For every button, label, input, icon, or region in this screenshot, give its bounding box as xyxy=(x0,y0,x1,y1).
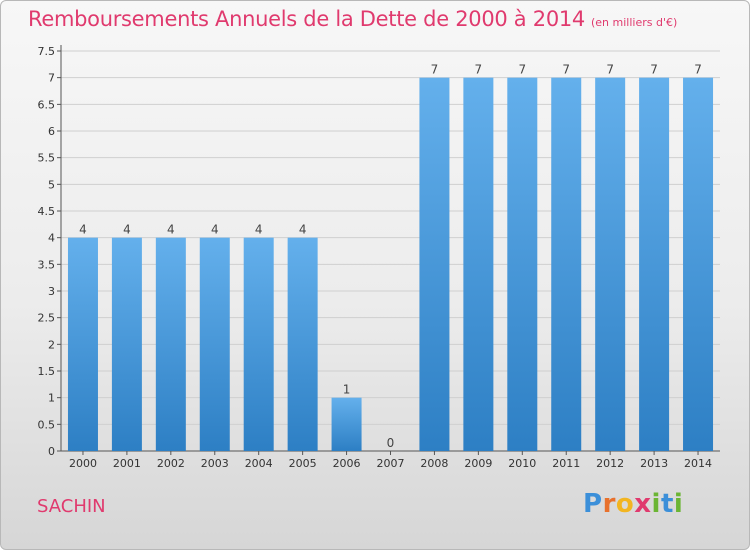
x-tick-label: 2000 xyxy=(69,457,97,470)
chart-title: Remboursements Annuels de la Dette de 20… xyxy=(28,7,677,31)
y-tick-label: 7 xyxy=(48,72,55,85)
data-label: 7 xyxy=(650,63,658,77)
bar xyxy=(243,237,274,451)
x-tick-label: 2011 xyxy=(552,457,580,470)
brand-letter: o xyxy=(615,489,635,519)
y-tick-label: 4 xyxy=(48,232,55,245)
data-label: 4 xyxy=(167,223,175,237)
x-tick-label: 2005 xyxy=(289,457,317,470)
chart-title-text: Remboursements Annuels de la Dette de 20… xyxy=(28,7,585,31)
data-label: 7 xyxy=(694,63,702,77)
bar xyxy=(199,237,230,451)
y-tick-label: 1 xyxy=(48,392,55,405)
x-tick-label: 2007 xyxy=(377,457,405,470)
x-tick-label: 2012 xyxy=(596,457,624,470)
data-label: 4 xyxy=(299,223,307,237)
bar xyxy=(419,77,450,452)
y-tick-label: 6.5 xyxy=(38,98,56,111)
x-tick-label: 2013 xyxy=(640,457,668,470)
y-tick-label: 2.5 xyxy=(38,312,56,325)
x-tick-label: 2006 xyxy=(333,457,361,470)
y-tick-label: 4.5 xyxy=(38,205,56,218)
bar xyxy=(507,77,538,452)
data-label: 7 xyxy=(562,63,570,77)
data-label: 0 xyxy=(387,436,395,450)
bar xyxy=(287,237,318,451)
brand-letter: r xyxy=(602,489,616,519)
brand-letter: P xyxy=(583,489,603,519)
data-label: 4 xyxy=(211,223,219,237)
y-tick-label: 7.5 xyxy=(38,45,56,58)
y-tick-label: 0.5 xyxy=(38,418,56,431)
data-label: 7 xyxy=(475,63,483,77)
x-tick-label: 2002 xyxy=(157,457,185,470)
brand-letter: x xyxy=(634,489,652,519)
x-tick-label: 2008 xyxy=(420,457,448,470)
brand-letter: i xyxy=(651,489,661,519)
bar xyxy=(595,77,626,452)
x-tick-label: 2014 xyxy=(684,457,712,470)
x-tick-label: 2009 xyxy=(464,457,492,470)
y-tick-label: 3.5 xyxy=(38,258,56,271)
place-name: SACHIN xyxy=(37,496,106,517)
bar xyxy=(155,237,186,451)
y-tick-label: 5 xyxy=(48,178,55,191)
brand-logo: Proxiti xyxy=(583,489,683,519)
bar xyxy=(331,397,362,451)
data-label: 4 xyxy=(123,223,131,237)
brand-letter: i xyxy=(673,489,684,519)
y-tick-label: 5.5 xyxy=(38,152,56,165)
bar xyxy=(463,77,494,452)
bar xyxy=(67,237,98,451)
data-label: 7 xyxy=(431,63,439,77)
data-label: 4 xyxy=(79,223,87,237)
x-tick-label: 2003 xyxy=(201,457,229,470)
data-label: 7 xyxy=(606,63,614,77)
chart-subtitle: (en milliers d'€) xyxy=(591,16,678,29)
data-label: 1 xyxy=(343,383,351,397)
x-tick-label: 2001 xyxy=(113,457,141,470)
x-tick-label: 2010 xyxy=(508,457,536,470)
data-label: 4 xyxy=(255,223,263,237)
bar xyxy=(111,237,142,451)
y-tick-label: 6 xyxy=(48,125,55,138)
bar xyxy=(551,77,582,452)
bar xyxy=(683,77,714,452)
data-label: 7 xyxy=(518,63,526,77)
y-tick-label: 1.5 xyxy=(38,365,56,378)
y-tick-label: 0 xyxy=(48,445,55,458)
brand-letter: t xyxy=(660,489,674,519)
y-tick-label: 2 xyxy=(48,338,55,351)
y-tick-label: 3 xyxy=(48,285,55,298)
bar xyxy=(639,77,670,452)
x-tick-label: 2004 xyxy=(245,457,273,470)
